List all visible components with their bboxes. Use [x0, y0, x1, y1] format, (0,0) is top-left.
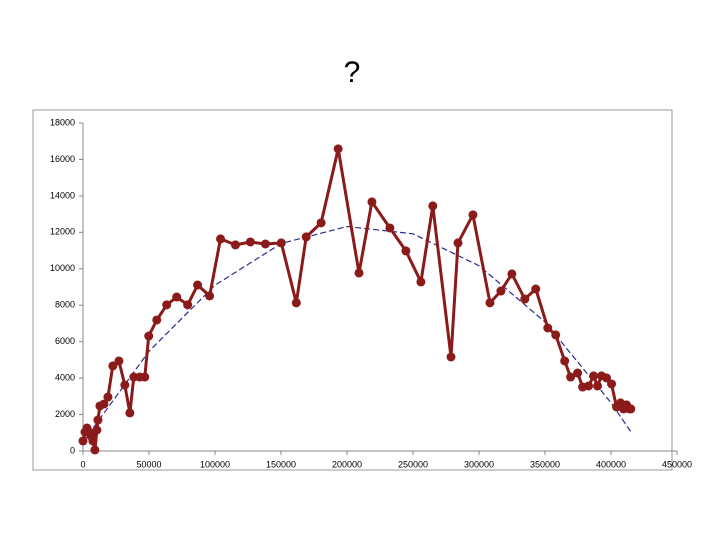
y-tick-label: 14000: [50, 190, 75, 200]
data-point: [446, 352, 456, 362]
x-tick-label: 150000: [266, 459, 296, 469]
data-point: [108, 361, 118, 371]
data-point: [543, 323, 553, 333]
data-point: [333, 144, 343, 154]
series-line: [81, 147, 631, 452]
data-point: [485, 298, 495, 308]
trend-line: [82, 225, 632, 443]
data-point: [90, 445, 100, 455]
y-tick-label: 0: [70, 445, 75, 455]
data-point: [354, 268, 364, 278]
data-point: [144, 331, 154, 341]
data-point: [385, 223, 395, 233]
x-tick-label: 250000: [398, 459, 428, 469]
data-point: [367, 197, 377, 207]
data-point: [103, 392, 113, 402]
data-point: [276, 238, 286, 248]
x-tick-label: 400000: [596, 459, 626, 469]
x-tick-label: 350000: [530, 459, 560, 469]
y-tick-label: 10000: [50, 263, 75, 273]
x-tick-label: 100000: [200, 459, 230, 469]
data-point: [416, 277, 426, 287]
data-point: [78, 436, 88, 446]
data-point: [301, 232, 311, 242]
data-point: [560, 356, 570, 366]
x-tick-label: 300000: [464, 459, 494, 469]
x-tick-label: 450000: [662, 459, 692, 469]
data-point: [120, 380, 130, 390]
y-tick-label: 4000: [55, 372, 75, 382]
chart-title: ?: [344, 56, 361, 89]
data-point: [573, 368, 583, 378]
data-point: [99, 399, 109, 409]
x-tick-label: 200000: [332, 459, 362, 469]
data-point: [205, 291, 215, 301]
data-point: [172, 292, 182, 302]
data-point: [88, 436, 98, 446]
x-tick-label: 50000: [136, 459, 161, 469]
data-point: [626, 404, 636, 414]
chart-frame: [32, 109, 673, 471]
data-point: [453, 238, 463, 248]
data-point: [92, 425, 102, 435]
data-point: [531, 284, 541, 294]
data-point: [428, 201, 438, 211]
data-point: [93, 415, 103, 425]
y-tick-label: 6000: [55, 336, 75, 346]
data-point: [216, 234, 226, 244]
data-point: [193, 280, 203, 290]
data-point: [602, 373, 612, 383]
data-point: [114, 356, 124, 366]
data-point: [140, 372, 150, 382]
data-point: [125, 408, 135, 418]
y-tick-label: 12000: [50, 227, 75, 237]
y-tick-label: 16000: [50, 154, 75, 164]
data-point: [260, 239, 270, 249]
data-point: [607, 379, 617, 389]
y-tick-label: 8000: [55, 300, 75, 310]
data-point: [551, 330, 561, 340]
data-point: [496, 286, 506, 296]
data-point: [291, 298, 301, 308]
data-point: [468, 210, 478, 220]
data-point: [584, 381, 594, 391]
data-point: [401, 246, 411, 256]
data-point: [589, 371, 599, 381]
y-tick-label: 18000: [50, 117, 75, 127]
data-point: [566, 372, 576, 382]
y-tick-label: 2000: [55, 409, 75, 419]
data-point: [593, 381, 603, 391]
data-point: [316, 218, 326, 228]
data-point: [507, 269, 517, 279]
data-point: [230, 240, 240, 250]
x-tick-label: 0: [80, 459, 85, 469]
data-point: [520, 294, 530, 304]
data-point: [152, 315, 162, 325]
data-point: [245, 237, 255, 247]
data-point: [183, 300, 193, 310]
data-point: [162, 300, 172, 310]
